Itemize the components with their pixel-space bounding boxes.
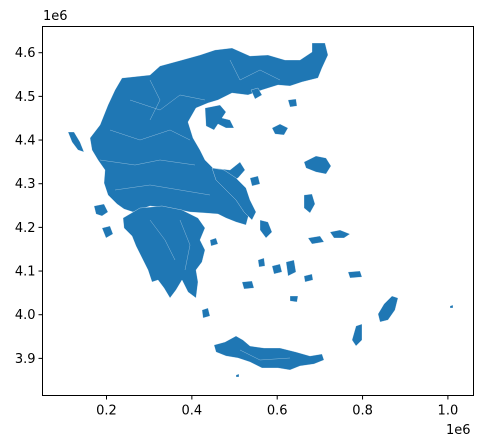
samothrace-polygon xyxy=(287,98,298,108)
syros-polygon xyxy=(257,257,266,268)
chalkidiki-polygon xyxy=(204,104,235,131)
santorini-polygon xyxy=(289,295,299,303)
corfu-polygon xyxy=(67,131,85,153)
crete-polygon xyxy=(213,335,325,371)
y-tick-label: 4.2 xyxy=(15,221,36,236)
chios-polygon xyxy=(303,193,316,214)
axes-frame xyxy=(42,26,474,396)
y-tick-label: 4.0 xyxy=(15,308,36,323)
naxos-polygon xyxy=(285,259,297,277)
peloponnese-polygon xyxy=(122,205,206,299)
zakynthos-polygon xyxy=(101,225,114,239)
x-axis: 0.2 0.4 0.6 0.8 1.0 xyxy=(96,395,459,419)
x-offset-label: 1e6 xyxy=(446,423,471,438)
kastellorizo-polygon xyxy=(449,304,454,309)
skyros-polygon xyxy=(249,175,261,187)
milos-polygon xyxy=(241,280,255,290)
lemnos-polygon xyxy=(271,123,289,136)
y-tick-label: 4.1 xyxy=(15,265,36,280)
thasos-polygon xyxy=(250,87,263,100)
amorgos-polygon xyxy=(303,273,314,283)
x-tick-label: 0.2 xyxy=(96,404,117,419)
ikaria-polygon xyxy=(307,235,325,245)
karpathos-polygon xyxy=(351,323,363,347)
y-tick-label: 3.9 xyxy=(15,352,36,367)
x-tick-label: 0.4 xyxy=(182,404,203,419)
map-polygons xyxy=(67,42,454,378)
mainland-polygon xyxy=(89,42,329,226)
y-tick-label: 4.3 xyxy=(15,177,36,192)
y-tick-label: 4.6 xyxy=(15,46,36,61)
kos-polygon xyxy=(347,270,363,279)
region-boundaries xyxy=(99,59,291,361)
kefalonia-polygon xyxy=(93,203,109,217)
rhodes-polygon xyxy=(377,295,399,323)
paros-polygon xyxy=(271,263,283,275)
x-tick-label: 1.0 xyxy=(438,404,459,419)
samos-polygon xyxy=(329,229,351,239)
y-tick-label: 4.5 xyxy=(15,90,36,105)
x-tick-label: 0.6 xyxy=(267,404,288,419)
x-tick-label: 0.8 xyxy=(352,404,373,419)
euboea-polygon xyxy=(211,167,257,221)
aegina-polygon xyxy=(209,237,219,247)
gavdos-polygon xyxy=(235,373,240,378)
andros-polygon xyxy=(259,219,273,239)
lesbos-polygon xyxy=(303,155,332,175)
y-tick-label: 4.4 xyxy=(15,134,36,149)
kythira-polygon xyxy=(201,307,211,319)
y-offset-label: 1e6 xyxy=(43,9,68,24)
y-axis: 3.9 4.0 4.1 4.2 4.3 4.4 4.5 4.6 xyxy=(15,46,43,367)
